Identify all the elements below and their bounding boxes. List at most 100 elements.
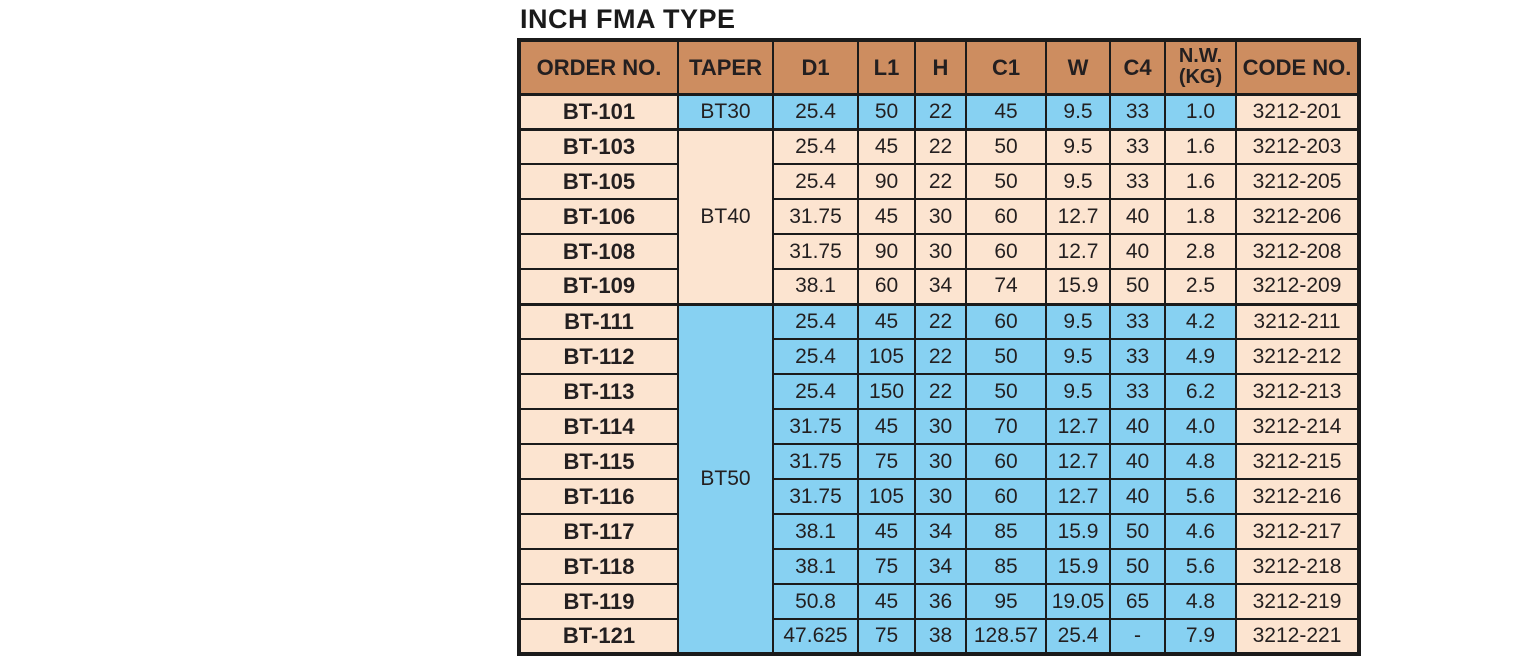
value-cell: 30 <box>914 408 967 445</box>
value-cell: 150 <box>857 373 916 410</box>
value-cell: 60 <box>965 478 1047 515</box>
code-cell: 3212-218 <box>1235 548 1360 585</box>
column-header-c4: C4 <box>1109 39 1166 96</box>
column-header-nw-kg: N.W. (KG) <box>1164 39 1237 96</box>
value-cell: 50 <box>857 92 916 130</box>
value-cell: 75 <box>857 548 916 585</box>
table-row: BT-105 25.4 90 22 50 9.5 33 1.6 3212-205 <box>518 163 1360 200</box>
value-cell: 40 <box>1109 478 1166 515</box>
order-cell: BT-119 <box>518 583 679 620</box>
value-cell: 40 <box>1109 443 1166 480</box>
table-row: BT-117 38.1 45 34 85 15.9 50 4.6 3212-217 <box>518 513 1360 550</box>
value-cell: 12.7 <box>1045 198 1111 235</box>
value-cell: 25.4 <box>1045 618 1111 655</box>
code-cell: 3212-208 <box>1235 233 1360 270</box>
value-cell: 30 <box>914 478 967 515</box>
value-cell: 31.75 <box>772 408 859 445</box>
order-cell: BT-109 <box>518 268 679 305</box>
code-cell: 3212-219 <box>1235 583 1360 620</box>
value-cell: 15.9 <box>1045 548 1111 585</box>
value-cell: 75 <box>857 443 916 480</box>
value-cell: 36 <box>914 583 967 620</box>
table-row: BT-106 31.75 45 30 60 12.7 40 1.8 3212-206 <box>518 198 1360 235</box>
value-cell: 40 <box>1109 198 1166 235</box>
value-cell: 22 <box>914 302 967 340</box>
table-row: BT-114 31.75 45 30 70 12.7 40 4.0 3212-214 <box>518 408 1360 445</box>
order-cell: BT-115 <box>518 443 679 480</box>
column-header-code-no: CODE NO. <box>1235 39 1360 96</box>
value-cell: 31.75 <box>772 233 859 270</box>
order-cell: BT-117 <box>518 513 679 550</box>
value-cell: 50.8 <box>772 583 859 620</box>
value-cell: 50 <box>1109 268 1166 305</box>
value-cell: 9.5 <box>1045 92 1111 130</box>
code-cell: 3212-205 <box>1235 163 1360 200</box>
table-row: BT-112 25.4 105 22 50 9.5 33 4.9 3212-212 <box>518 338 1360 375</box>
code-cell: 3212-203 <box>1235 127 1360 165</box>
taper-cell: BT30 <box>677 92 774 130</box>
table-row: BT-109 38.1 60 34 74 15.9 50 2.5 3212-209 <box>518 268 1360 305</box>
value-cell: 25.4 <box>772 302 859 340</box>
table-row: BT-119 50.8 45 36 95 19.05 65 4.8 3212-219 <box>518 583 1360 620</box>
value-cell: 40 <box>1109 233 1166 270</box>
value-cell: 38 <box>914 618 967 655</box>
order-cell: BT-121 <box>518 618 679 655</box>
value-cell: 60 <box>965 233 1047 270</box>
value-cell: 2.5 <box>1164 268 1237 305</box>
value-cell: 50 <box>965 338 1047 375</box>
value-cell: 50 <box>1109 548 1166 585</box>
table-row: BT-101 BT30 25.4 50 22 45 9.5 33 1.0 3212-201 <box>518 92 1360 130</box>
value-cell: 33 <box>1109 163 1166 200</box>
value-cell: 22 <box>914 127 967 165</box>
value-cell: 12.7 <box>1045 233 1111 270</box>
value-cell: 22 <box>914 92 967 130</box>
value-cell: 65 <box>1109 583 1166 620</box>
value-cell: 4.8 <box>1164 443 1237 480</box>
value-cell: 12.7 <box>1045 443 1111 480</box>
value-cell: 34 <box>914 268 967 305</box>
value-cell: 31.75 <box>772 478 859 515</box>
order-cell: BT-101 <box>518 92 679 130</box>
value-cell: 9.5 <box>1045 373 1111 410</box>
value-cell: 9.5 <box>1045 338 1111 375</box>
value-cell: 12.7 <box>1045 478 1111 515</box>
table-row: BT-111 BT50 25.4 45 22 60 9.5 33 4.2 3212-211 <box>518 302 1360 655</box>
page-title: INCH FMA TYPE <box>520 4 736 34</box>
value-cell: 45 <box>857 302 916 340</box>
value-cell: 19.05 <box>1045 583 1111 620</box>
value-cell: 85 <box>965 513 1047 550</box>
value-cell: 4.8 <box>1164 583 1237 620</box>
code-cell: 3212-216 <box>1235 478 1360 515</box>
value-cell: 4.6 <box>1164 513 1237 550</box>
value-cell: 25.4 <box>772 127 859 165</box>
value-cell: 5.6 <box>1164 548 1237 585</box>
column-header-w: W <box>1045 39 1111 96</box>
column-header-l1: L1 <box>857 39 916 96</box>
value-cell: 7.9 <box>1164 618 1237 655</box>
value-cell: 5.6 <box>1164 478 1237 515</box>
value-cell: 50 <box>965 163 1047 200</box>
value-cell: 4.0 <box>1164 408 1237 445</box>
spec-table: ORDER NO. TAPER D1 L1 H C1 W C4 N.W. (KG… <box>517 38 1361 656</box>
value-cell: 70 <box>965 408 1047 445</box>
value-cell: 30 <box>914 198 967 235</box>
value-cell: 30 <box>914 233 967 270</box>
value-cell: 4.9 <box>1164 338 1237 375</box>
value-cell: 22 <box>914 163 967 200</box>
value-cell: 22 <box>914 338 967 375</box>
value-cell: 33 <box>1109 127 1166 165</box>
value-cell: 45 <box>857 198 916 235</box>
value-cell: 25.4 <box>772 373 859 410</box>
value-cell: 33 <box>1109 373 1166 410</box>
value-cell: 33 <box>1109 92 1166 130</box>
value-cell: 50 <box>1109 513 1166 550</box>
value-cell: 12.7 <box>1045 408 1111 445</box>
column-header-c1: C1 <box>965 39 1047 96</box>
value-cell: 31.75 <box>772 443 859 480</box>
code-cell: 3212-209 <box>1235 268 1360 305</box>
code-cell: 3212-212 <box>1235 338 1360 375</box>
value-cell: 22 <box>914 373 967 410</box>
taper-cell: BT40 <box>677 127 774 305</box>
value-cell: 34 <box>914 548 967 585</box>
value-cell: 75 <box>857 618 916 655</box>
